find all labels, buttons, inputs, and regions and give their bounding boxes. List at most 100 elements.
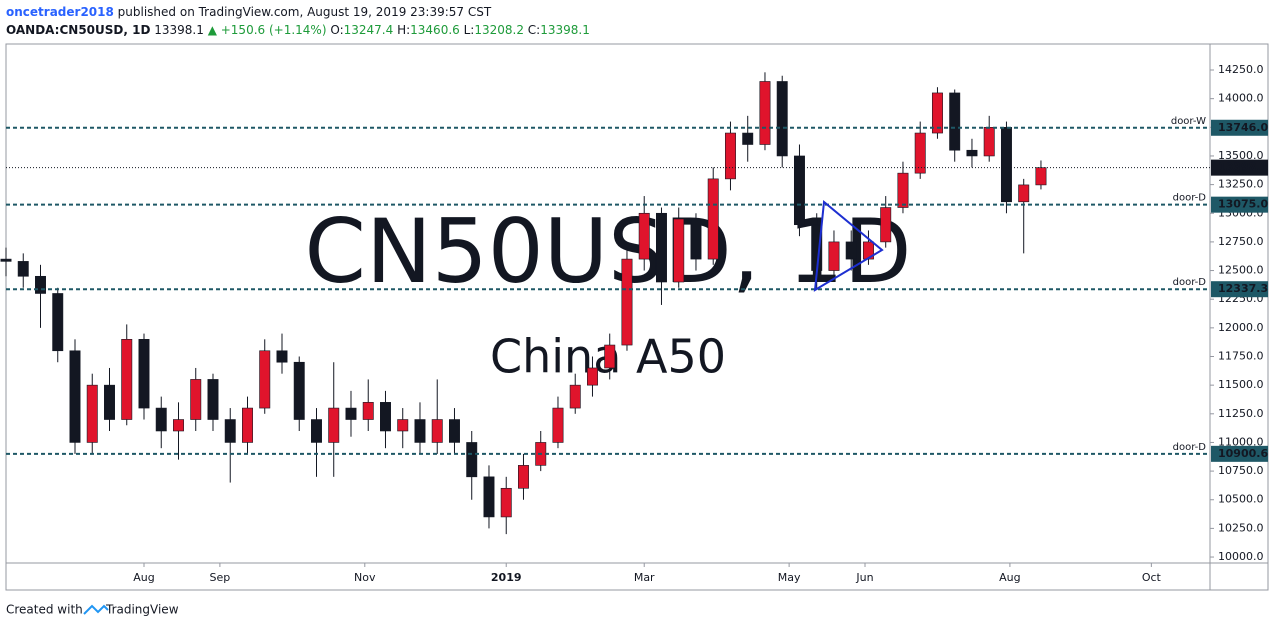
triangle-drawing	[813, 200, 884, 292]
level-name: door-D	[1173, 277, 1207, 288]
level-tag	[1211, 196, 1268, 213]
y-tick-label: 13250.0	[1218, 178, 1264, 191]
candle-body	[155, 407, 167, 432]
created-with: Created with	[6, 603, 83, 617]
last-price-value: 13398.1	[1218, 161, 1268, 174]
y-tick-label: 12500.0	[1218, 264, 1264, 277]
y-tick-label: 10000.0	[1218, 550, 1264, 563]
level-value: 13075.0	[1218, 198, 1268, 211]
brand-logo	[83, 604, 109, 615]
candle-body	[742, 132, 754, 145]
y-tick-label: 10750.0	[1218, 464, 1264, 477]
candle-body	[828, 241, 840, 271]
candle-body	[500, 487, 512, 518]
candle-body	[414, 419, 426, 443]
y-tick-label: 12000.0	[1218, 321, 1264, 334]
x-tick-label: Aug	[999, 571, 1020, 584]
y-tick-label: 11250.0	[1218, 407, 1264, 420]
y-tick-label: 11750.0	[1218, 350, 1264, 363]
symbol: OANDA:CN50USD, 1D	[6, 23, 150, 37]
candle-body	[1035, 167, 1047, 186]
c-key: C:	[528, 23, 540, 37]
change: ▲ +150.6 (+1.14%)	[208, 23, 327, 37]
candle-body	[949, 92, 961, 151]
level-value: 13746.0	[1218, 121, 1268, 134]
y-tick-label: 10500.0	[1218, 493, 1264, 506]
candle-body	[655, 212, 667, 283]
last: 13398.1	[154, 23, 204, 37]
frame	[5, 43, 1269, 591]
h-value: 13460.6	[410, 23, 460, 37]
candle-body	[724, 132, 736, 180]
candle-body	[897, 172, 909, 208]
candle-body	[259, 350, 271, 409]
level-value: 12337.3	[1218, 282, 1268, 295]
author[interactable]: oncetrader2018	[6, 5, 114, 19]
last-price-tag	[1211, 159, 1268, 176]
candle-body	[1000, 127, 1012, 203]
candle-body	[190, 379, 202, 420]
y-tick-label: 13500.0	[1218, 149, 1264, 162]
o-value: 13247.4	[344, 23, 394, 37]
candle-body	[52, 293, 64, 352]
c-value: 13398.1	[540, 23, 590, 37]
y-tick-label: 11000.0	[1218, 435, 1264, 448]
x-tick-label: Aug	[133, 571, 154, 584]
candle-body	[380, 402, 391, 432]
y-tick-label: 11500.0	[1218, 378, 1264, 391]
y-tick-label: 14000.0	[1218, 92, 1264, 105]
y-tick-label: 12750.0	[1218, 235, 1264, 248]
candle-body	[466, 442, 478, 478]
candle-body	[104, 384, 115, 420]
level-name: door-D	[1173, 193, 1207, 204]
x-tick-label: Jun	[855, 571, 873, 584]
candle-body	[86, 384, 98, 443]
candle-body	[621, 258, 633, 346]
h-key: H:	[397, 23, 410, 37]
plot: 10000.0 10250.0 10500.0 10750.0 11000.0 11250…	[0, 63, 1268, 584]
candle-body	[552, 407, 564, 443]
candle-body	[0, 258, 12, 262]
x-tick-label: May	[778, 571, 801, 584]
candle-body	[983, 127, 995, 157]
candle-body	[793, 155, 805, 226]
candle-body	[397, 419, 409, 432]
candle-body	[121, 339, 133, 420]
candle-body	[328, 407, 340, 443]
candle-body	[449, 419, 460, 443]
y-tick-label: 14250.0	[1218, 63, 1264, 76]
l-value: 13208.2	[474, 23, 524, 37]
level-tag	[1211, 445, 1268, 462]
candle-body	[35, 275, 46, 294]
header-line: oncetrader2018 published on TradingView.…	[6, 5, 492, 19]
candle-body	[431, 419, 443, 443]
candle-body	[880, 207, 892, 243]
x-tick-label: Oct	[1142, 571, 1162, 584]
y-tick-label: 10250.0	[1218, 521, 1264, 534]
candle-body	[759, 81, 771, 145]
x-tick-label: Mar	[634, 571, 655, 584]
candle-body	[604, 344, 616, 369]
candle-body	[966, 149, 978, 157]
level-tag	[1211, 281, 1268, 298]
x-tick-label: Sep	[210, 571, 231, 584]
level-value: 10900.6	[1218, 447, 1268, 460]
x-tick-label: 2019	[491, 571, 522, 584]
candle-body	[207, 379, 219, 420]
candle-body	[345, 407, 357, 420]
candle-body	[17, 261, 29, 277]
candle-body	[931, 92, 943, 134]
level-name: door-W	[1171, 116, 1206, 127]
brand[interactable]: TradingView	[105, 603, 179, 617]
candle-body	[707, 178, 719, 260]
candle-body	[518, 465, 529, 489]
candle-body	[293, 361, 305, 420]
o-key: O:	[330, 23, 343, 37]
watermark: CN50USD, 1D	[305, 200, 912, 303]
x-tick-label: Nov	[354, 571, 376, 584]
candle-body	[845, 241, 857, 260]
candle-body	[276, 350, 288, 363]
candle-body	[242, 407, 253, 443]
candle-body	[587, 367, 598, 386]
